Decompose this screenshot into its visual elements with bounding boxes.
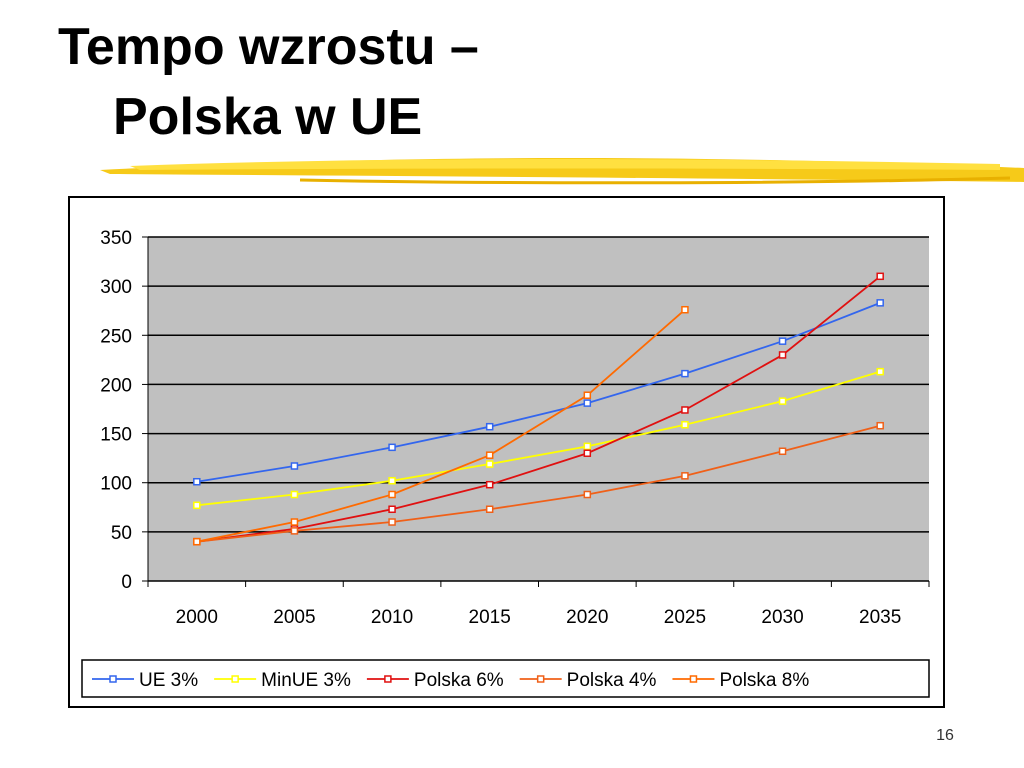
legend-marker — [231, 675, 239, 683]
plot-area — [148, 237, 929, 581]
point-marker — [681, 472, 689, 480]
point-marker — [583, 449, 592, 457]
legend-marker — [536, 675, 545, 683]
chart: 0 50 100 150 200 250 300 350 2000 2005 2010 2015 202… — [92, 228, 930, 691]
point-marker — [681, 406, 689, 414]
legend-label: Polska 4% — [567, 670, 657, 691]
x-tick-label: 2035 — [859, 607, 901, 628]
point-marker — [485, 422, 494, 431]
point-marker — [876, 272, 884, 281]
slide-number: 16 — [936, 727, 954, 744]
point-marker — [388, 443, 396, 452]
point-marker — [388, 490, 396, 499]
y-tick-label: 350 — [100, 228, 132, 249]
x-tick-label: 2000 — [176, 607, 218, 628]
legend-marker — [689, 675, 698, 683]
point-marker — [193, 537, 201, 546]
point-marker — [778, 397, 787, 405]
point-marker — [876, 367, 884, 376]
point-marker — [778, 447, 787, 456]
series-line — [196, 424, 881, 543]
legend-marker — [109, 675, 117, 683]
point-marker — [290, 527, 299, 535]
point-marker — [583, 442, 592, 451]
legend-label: Polska 6% — [414, 670, 504, 691]
legend-marker — [384, 675, 392, 683]
point-marker — [681, 369, 689, 378]
y-tick-label: 300 — [100, 277, 132, 298]
x-tick-label: 2020 — [566, 607, 608, 628]
series-line — [196, 275, 881, 543]
y-tick-label: 200 — [100, 375, 132, 396]
x-tick-label: 2025 — [664, 607, 706, 628]
point-marker — [485, 451, 494, 459]
point-marker — [583, 391, 592, 399]
point-marker — [388, 518, 396, 526]
point-marker — [485, 460, 494, 468]
title-line: Tempo wzrostu – — [58, 18, 479, 76]
title-line: Polska w UE — [113, 88, 422, 146]
point-marker — [876, 299, 884, 307]
series-line — [196, 302, 881, 483]
point-marker — [583, 399, 592, 407]
x-tick-label: 2030 — [761, 607, 803, 628]
point-marker — [290, 462, 299, 470]
legend-label: Polska 8% — [719, 670, 809, 691]
point-marker — [876, 421, 884, 430]
point-marker — [681, 420, 689, 429]
y-tick-label: 250 — [100, 326, 132, 347]
point-marker — [193, 501, 201, 510]
point-marker — [778, 351, 787, 359]
series-line — [196, 309, 686, 543]
legend-label: MinUE 3% — [261, 670, 351, 691]
point-marker — [388, 505, 396, 514]
point-marker — [485, 505, 494, 514]
series-line — [196, 370, 881, 507]
point-marker — [485, 480, 494, 489]
point-marker — [681, 305, 689, 314]
point-marker — [388, 476, 396, 485]
point-marker — [290, 518, 299, 526]
point-marker — [583, 490, 592, 499]
x-tick-label: 2005 — [273, 607, 315, 628]
point-marker — [290, 490, 299, 499]
point-marker — [778, 337, 787, 345]
y-tick-label: 0 — [121, 572, 132, 593]
point-marker — [193, 477, 201, 486]
x-tick-label: 2015 — [469, 607, 511, 628]
brush-stroke — [100, 158, 1024, 185]
y-tick-label: 150 — [100, 425, 132, 446]
y-tick-label: 100 — [100, 474, 132, 495]
y-tick-label: 50 — [111, 523, 132, 544]
legend-label: UE 3% — [139, 670, 198, 691]
x-tick-label: 2010 — [371, 607, 413, 628]
